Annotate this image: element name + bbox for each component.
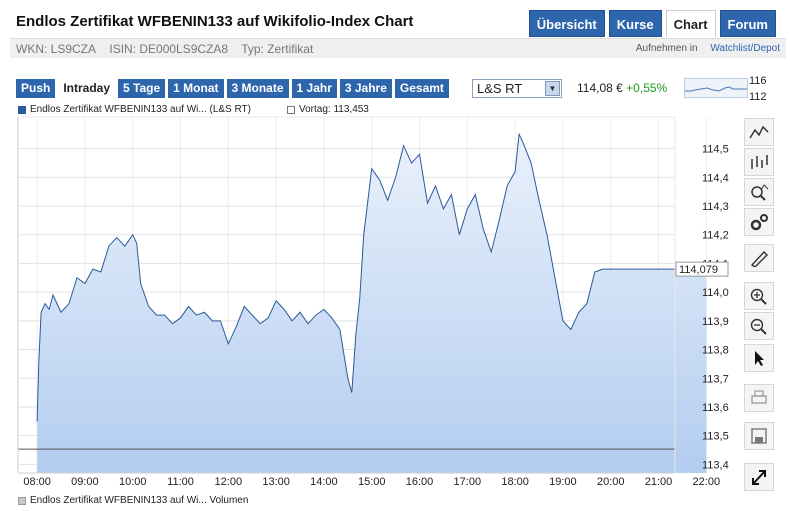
tab-kurse[interactable]: Kurse bbox=[608, 10, 662, 37]
plot-border bbox=[17, 116, 676, 474]
current-quote: 114,08 € +0,55% bbox=[577, 81, 667, 95]
previous-close-label: Vortag: 113,453 bbox=[299, 104, 369, 115]
magnify-chart-icon bbox=[751, 184, 769, 201]
y-tick-label: 113,7 bbox=[702, 373, 729, 385]
quote-price: 114,08 € bbox=[577, 81, 623, 95]
time-range-toolbar: Push Intraday 5 Tage 1 Monat 3 Monate 1 … bbox=[16, 79, 449, 98]
y-tick-label: 114,3 bbox=[702, 201, 729, 213]
y-tick-label: 113,8 bbox=[702, 345, 729, 357]
x-tick-label: 13:00 bbox=[262, 476, 290, 488]
pointer-button[interactable] bbox=[744, 344, 774, 372]
mini-chart[interactable] bbox=[684, 78, 748, 98]
series-swatch bbox=[18, 105, 26, 114]
series-legend: Endlos Zertifikat WFBENIN133 auf Wi... (… bbox=[18, 104, 251, 115]
pencil-icon bbox=[750, 250, 768, 267]
y-tick-label: 114,0 bbox=[702, 287, 729, 299]
chevron-down-icon: ▼ bbox=[545, 81, 560, 96]
wkn-label: WKN: LS9CZA bbox=[16, 42, 97, 56]
previous-close-legend: Vortag: 113,453 bbox=[287, 104, 369, 115]
x-tick-label: 10:00 bbox=[119, 476, 147, 488]
zoom-in-icon bbox=[750, 288, 767, 305]
range-intraday-button[interactable]: Intraday bbox=[58, 79, 116, 98]
save-button[interactable] bbox=[744, 422, 774, 450]
x-tick-label: 11:00 bbox=[167, 476, 194, 488]
zoom-in-button[interactable] bbox=[744, 282, 774, 310]
range-push-button[interactable]: Push bbox=[16, 79, 56, 98]
y-tick-label: 114,4 bbox=[702, 172, 729, 184]
range-3-monate-button[interactable]: 3 Monate bbox=[226, 79, 289, 98]
mini-chart-low: 112 bbox=[749, 91, 767, 103]
indicator-search-button[interactable] bbox=[744, 178, 774, 206]
line-chart-button[interactable] bbox=[744, 118, 774, 146]
type-label: Typ: Zertifikat bbox=[241, 42, 314, 56]
settings-button[interactable] bbox=[744, 208, 774, 236]
tab-chart[interactable]: Chart bbox=[665, 10, 716, 37]
ohlc-chart-button[interactable] bbox=[744, 148, 774, 176]
last-price-label: 114,079 bbox=[679, 264, 718, 276]
x-tick-label: 16:00 bbox=[406, 476, 434, 488]
x-axis: 08:00 09:00 10:00 11:00 12:00 13:00 14:00 15:00… bbox=[23, 476, 720, 488]
x-tick-label: 12:00 bbox=[215, 476, 243, 488]
range-1-monat-button[interactable]: 1 Monat bbox=[168, 79, 224, 98]
volume-legend-label: Endlos Zertifikat WFBENIN133 auf Wi... V… bbox=[30, 495, 249, 506]
tab-forum[interactable]: Forum bbox=[719, 10, 776, 37]
expand-icon bbox=[752, 470, 766, 485]
previous-swatch bbox=[287, 105, 295, 114]
range-1-jahr-button[interactable]: 1 Jahr bbox=[291, 79, 337, 98]
section-nav: Übersicht Kurse Chart Forum bbox=[528, 10, 776, 37]
y-tick-label: 114,2 bbox=[702, 230, 729, 242]
security-meta-bar: WKN: LS9CZA ISIN: DE000LS9CZA8 Typ: Zert… bbox=[10, 38, 786, 58]
volume-legend: Endlos Zertifikat WFBENIN133 auf Wi... V… bbox=[18, 495, 248, 506]
page-title: Endlos Zertifikat WFBENIN133 auf Wikifol… bbox=[16, 13, 414, 30]
series-legend-label: Endlos Zertifikat WFBENIN133 auf Wi... (… bbox=[30, 104, 251, 115]
watchlist-prefix: Aufnehmen in bbox=[635, 43, 701, 54]
range-gesamt-button[interactable]: Gesamt bbox=[394, 79, 449, 98]
line-chart-icon bbox=[749, 125, 769, 139]
exchange-select[interactable]: L&S RT ▼ bbox=[472, 79, 562, 98]
y-axis: 114,5114,4114,3114,2114,1114,0113,9113,8… bbox=[702, 144, 729, 472]
print-button[interactable] bbox=[744, 384, 774, 412]
zoom-out-icon bbox=[750, 318, 767, 335]
x-tick-label: 15:00 bbox=[358, 476, 386, 488]
zoom-out-button[interactable] bbox=[744, 312, 774, 340]
mini-chart-high: 116 bbox=[749, 75, 767, 87]
y-tick-label: 114,5 bbox=[702, 144, 729, 156]
x-tick-label: 22:00 bbox=[693, 476, 721, 488]
tab-uebersicht[interactable]: Übersicht bbox=[528, 10, 605, 37]
x-tick-label: 08:00 bbox=[23, 476, 51, 488]
floppy-disk-icon bbox=[751, 428, 767, 444]
last-price-marker: 114,079 bbox=[675, 261, 729, 277]
x-tick-label: 21:00 bbox=[645, 476, 673, 488]
last-price-box bbox=[675, 261, 729, 277]
draw-line-button[interactable] bbox=[744, 244, 774, 272]
cursor-icon bbox=[755, 351, 764, 366]
watchlist-link[interactable]: Watchlist/Depot bbox=[710, 43, 780, 54]
fullscreen-button[interactable] bbox=[744, 463, 774, 491]
y-tick-label: 113,9 bbox=[702, 316, 729, 328]
print-icon bbox=[751, 390, 767, 404]
price-area bbox=[37, 134, 707, 473]
y-tick-label: 113,5 bbox=[702, 431, 729, 443]
gears-icon bbox=[750, 214, 768, 231]
x-tick-label: 14:00 bbox=[310, 476, 338, 488]
quote-change: +0,55% bbox=[626, 81, 668, 95]
x-tick-label: 18:00 bbox=[501, 476, 529, 488]
y-tick-label: 113,6 bbox=[702, 402, 729, 414]
range-5-tage-button[interactable]: 5 Tage bbox=[118, 79, 166, 98]
y-tick-label: 113,4 bbox=[702, 459, 729, 471]
x-tick-label: 19:00 bbox=[549, 476, 577, 488]
watchlist-prompt: Aufnehmen in Watchlist/Depot bbox=[636, 39, 780, 59]
price-line bbox=[36, 132, 707, 422]
mini-chart-line bbox=[685, 86, 747, 92]
exchange-selected-value: L&S RT bbox=[477, 81, 523, 96]
x-tick-label: 17:00 bbox=[454, 476, 482, 488]
isin-label: ISIN: DE000LS9CZA8 bbox=[109, 42, 229, 56]
ohlc-chart-icon bbox=[751, 155, 768, 169]
range-3-jahre-button[interactable]: 3 Jahre bbox=[339, 79, 392, 98]
x-tick-label: 20:00 bbox=[597, 476, 625, 488]
volume-swatch bbox=[18, 496, 26, 505]
x-tick-label: 09:00 bbox=[71, 476, 99, 488]
